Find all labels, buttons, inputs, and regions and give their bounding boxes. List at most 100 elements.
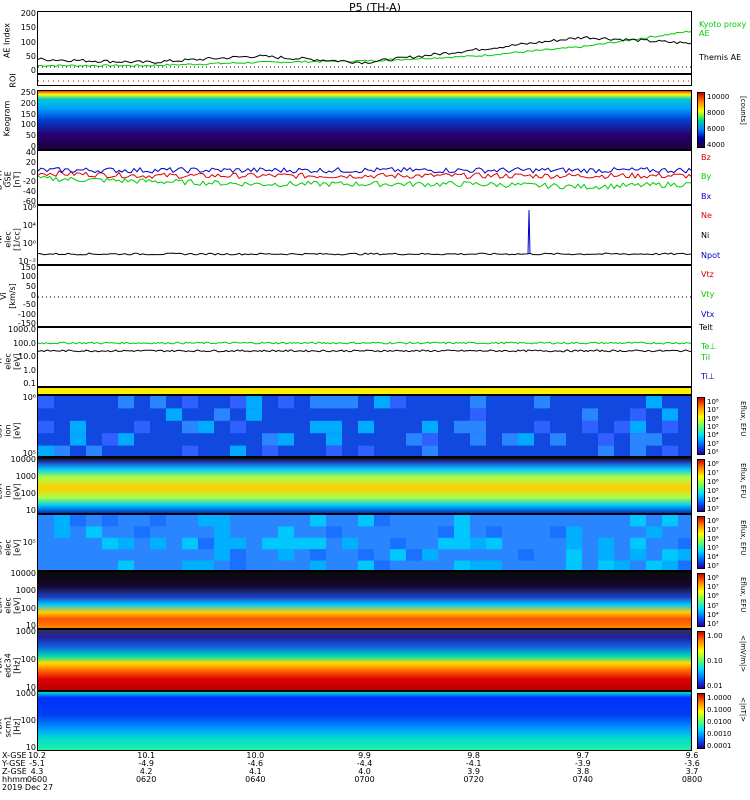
sst-elec-cell [198, 537, 214, 550]
sst-elec-cell [358, 515, 374, 527]
npot-spike [527, 209, 531, 255]
sst-ion-cell [134, 420, 150, 434]
sst-ion-cell [518, 433, 534, 446]
sst-ion-cell [198, 420, 214, 434]
sst-elec-cell [310, 515, 326, 527]
sst-ion-cell [214, 408, 230, 421]
ti-ytick: 1.0 [23, 365, 36, 375]
sst-elec-cell [310, 549, 326, 561]
x-tick-t: 0700 [354, 775, 375, 784]
sst-ion-cell [630, 433, 646, 446]
x-tick-t: 0740 [572, 775, 593, 784]
legend-vtz: Vtz [701, 270, 714, 279]
x-tick-t: 0720 [463, 775, 484, 784]
fbk1-colorbar [697, 631, 705, 689]
sst-ion-cell [502, 433, 518, 446]
sst-elec-cell [630, 549, 646, 561]
esa2-ytick: 100 [20, 603, 36, 613]
sst-elec-cell [294, 537, 310, 550]
sst2-colorbar-tick: 10⁶ [707, 535, 719, 543]
sst-elec-cell [342, 537, 358, 550]
sst-ion-cell [582, 408, 598, 421]
ae-ytick: 200 [20, 9, 36, 18]
x-tick-x: 10.1 [137, 751, 156, 760]
ti-1-line [38, 349, 691, 353]
sst1-colorbar-tick: 10² [707, 448, 719, 456]
sst-ion-cell [662, 408, 678, 421]
esa1-colorbar-tick: 10⁸ [707, 460, 719, 468]
x-tick-y: -5.1 [29, 759, 45, 768]
legend-ni: Ni [701, 231, 710, 240]
sst-elec-cell [598, 549, 614, 561]
esa1-colorbar [697, 459, 705, 512]
sst-ion-cell [278, 396, 294, 409]
sst-elec-cell [486, 537, 502, 550]
esa1-ytick: 10000 [10, 455, 36, 464]
ni-ytick: 10⁸ [22, 203, 36, 212]
fbk2-ytick: 10 [25, 743, 36, 752]
esa1-ytick: 10 [25, 506, 36, 515]
sst-elec-cell [374, 560, 390, 570]
sst-ion-cell [182, 396, 198, 409]
x-tick-y: -4.4 [356, 759, 373, 768]
sst-elec-cell [438, 537, 454, 550]
plot-title: P5 (TH-A) [349, 1, 401, 14]
sst-ion-cell [102, 433, 118, 446]
sst-elec-cell [214, 549, 230, 561]
sst-elec-plot [54, 515, 691, 570]
roi-panel [37, 74, 692, 86]
sst-elec-cell [614, 560, 630, 570]
x-tick-y: -4.1 [465, 759, 482, 768]
sst-elec-cell [358, 560, 374, 570]
esa1-colorbar-tick: 10⁵ [707, 487, 719, 495]
sst-ion-cell [38, 445, 54, 456]
sst-ion-cell [278, 433, 294, 446]
ni-ytick: 10⁴ [22, 221, 36, 230]
fbk1-ytick: 100 [20, 655, 36, 664]
sst-elec-cell [598, 560, 614, 570]
vi-ytick: 100 [20, 272, 36, 282]
esa2-ytick: 10000 [10, 569, 36, 578]
sst-ion-cell [310, 420, 326, 434]
vi-panel [37, 265, 692, 327]
sst-elec-cell [630, 537, 646, 550]
bfit-Bx-line [38, 166, 691, 174]
esa2-colorbar [697, 573, 705, 627]
esa2-colorbar-tick: 10⁸ [707, 574, 719, 582]
sst-ion-cell [630, 408, 646, 421]
ti-ylabel: Ti elec [eV] [0, 353, 22, 370]
x-tick-y: -3.9 [575, 759, 591, 768]
sst-elec-cell [454, 526, 470, 538]
legend-bz: Bz [701, 153, 711, 162]
sst-elec-cell [214, 526, 230, 538]
legend-npot: Npot [701, 251, 721, 260]
sst-elec-cell [150, 537, 166, 550]
ti-ytick: 100.0 [13, 338, 36, 348]
sst2-colorbar-tick: 10⁴ [707, 553, 719, 561]
x-row-label: X-GSE [2, 751, 27, 760]
sst-ion-cell [118, 433, 134, 446]
sst-ion-cell [390, 396, 406, 409]
sst-elec-cell [630, 515, 646, 527]
ti-plot [38, 341, 691, 353]
sst-ion-cell [246, 408, 262, 421]
sst-ion-cell [182, 445, 198, 456]
fbk2-colorbar-tick: 0.0100 [707, 718, 732, 726]
sst2-colorbar-tick: 10⁸ [707, 517, 719, 525]
sst-ion-ylabel: SST ion [eV] [0, 422, 22, 439]
x-tick-z: 4.0 [358, 767, 371, 776]
fbk2-colorbar-tick: 0.1000 [707, 706, 732, 714]
ti-ytick: 0.1 [23, 379, 36, 388]
sst1-colorbar-tick: 10⁵ [707, 423, 719, 431]
kgram-ytick: 100 [20, 120, 36, 130]
legend-by: By [701, 172, 712, 181]
sst-elec-cell [566, 537, 582, 550]
sst-elec-cell [438, 526, 454, 538]
sst2-ytick: 10⁵ [22, 537, 36, 547]
esa2-colorbar-title: Eflux, EFU [739, 577, 747, 613]
sst-elec-cell [662, 560, 678, 570]
vi-ytick: -150 [17, 319, 36, 328]
fbk1-colorbar-tick: 1.00 [707, 632, 723, 640]
sst-elec-cell [646, 526, 662, 538]
sst-ion-cell [662, 445, 678, 456]
